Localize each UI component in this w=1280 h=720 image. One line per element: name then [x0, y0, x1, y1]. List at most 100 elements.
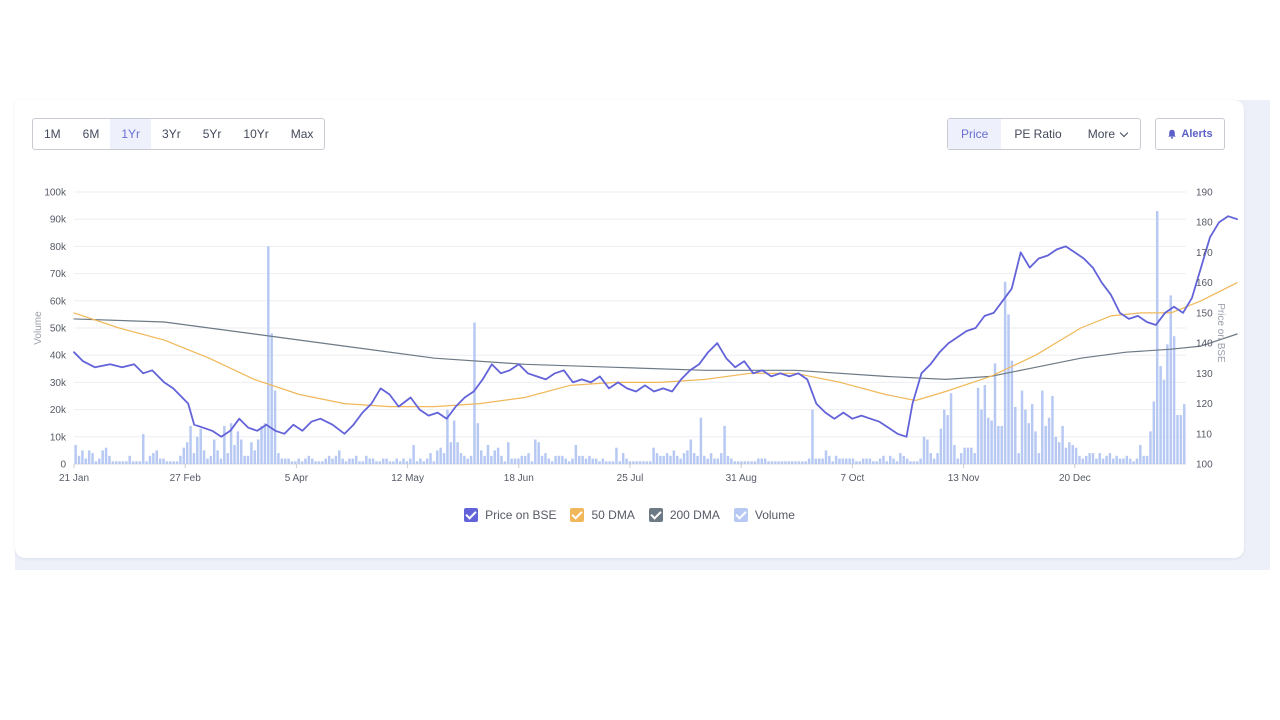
legend-item-volume[interactable]: Volume	[733, 508, 795, 522]
volume-bar	[348, 458, 351, 464]
volume-bar	[1078, 455, 1081, 464]
volume-bar	[686, 450, 689, 464]
volume-bar	[611, 461, 615, 464]
volume-bar	[226, 453, 229, 464]
legend-item-200dma[interactable]: 200 DMA	[648, 508, 720, 522]
x-tick-label: 21 Jan	[59, 473, 89, 484]
volume-bar	[824, 450, 828, 464]
volume-bar	[916, 461, 919, 464]
volume-bar	[351, 458, 355, 464]
volume-bar	[219, 458, 223, 464]
range-max-button[interactable]: Max	[290, 127, 314, 141]
volume-bar	[1024, 409, 1027, 464]
volume-bar	[314, 461, 317, 464]
volume-bar	[479, 450, 483, 464]
volume-bar	[385, 458, 388, 464]
volume-bar	[635, 461, 638, 464]
volume-bar	[1152, 401, 1156, 464]
volume-bar	[1105, 455, 1108, 464]
volume-bar	[202, 450, 206, 464]
volume-bar	[1149, 431, 1152, 464]
volume-bar	[797, 461, 801, 464]
volume-bar	[895, 461, 899, 464]
volume-bar	[395, 458, 398, 464]
volume-bar	[1118, 458, 1122, 464]
volume-bar	[1068, 442, 1071, 464]
volume-bar	[300, 461, 304, 464]
range-selector: 1M 6M 1Yr 3Yr 5Yr 10Yr Max	[32, 118, 326, 150]
volume-bar	[899, 453, 902, 464]
volume-bar	[169, 461, 172, 464]
volume-bar	[986, 417, 990, 464]
legend-item-price[interactable]: Price on BSE	[464, 508, 556, 522]
volume-bar	[287, 458, 290, 464]
volume-bar	[645, 461, 649, 464]
volume-bar	[723, 425, 726, 464]
range-10yr-button[interactable]: 10Yr	[243, 127, 269, 141]
alerts-label: Alerts	[1181, 128, 1213, 140]
volume-bar	[990, 420, 993, 464]
y-left-tick-label: 90k	[50, 215, 67, 226]
volume-bar	[882, 455, 885, 464]
volume-bar	[442, 453, 446, 464]
range-6m-button[interactable]: 6M	[82, 127, 100, 141]
volume-bar	[902, 455, 905, 464]
volume-bar	[294, 461, 297, 464]
range-1m-button[interactable]: 1M	[44, 127, 61, 141]
volume-bar	[584, 458, 588, 464]
volume-bar	[1122, 458, 1125, 464]
volume-bar	[804, 461, 807, 464]
volume-bar	[868, 458, 872, 464]
volume-bar	[828, 455, 831, 464]
volume-bar	[905, 458, 909, 464]
metric-pe-ratio-button[interactable]: PE Ratio	[1014, 127, 1062, 141]
volume-bar	[851, 458, 855, 464]
metric-price-button[interactable]: Price	[948, 119, 1002, 149]
more-dropdown-button[interactable]: More	[1075, 119, 1140, 149]
volume-bar	[331, 458, 334, 464]
y-right-tick-label: 120	[1196, 399, 1213, 410]
volume-bar	[1162, 379, 1166, 464]
series-lines	[73, 215, 1238, 438]
volume-bar	[1183, 404, 1186, 464]
volume-bar	[770, 461, 774, 464]
volume-bar	[412, 444, 415, 464]
volume-bar	[767, 461, 770, 464]
volume-bar	[926, 439, 929, 464]
volume-bar	[128, 455, 131, 464]
volume-bar	[780, 461, 784, 464]
volume-bar	[692, 453, 696, 464]
volume-bar	[229, 423, 233, 464]
volume-bar	[1007, 314, 1010, 464]
volume-bar	[858, 461, 862, 464]
alerts-button[interactable]: Alerts	[1155, 118, 1225, 150]
y-right-tick-label: 150	[1196, 308, 1213, 319]
volume-bar	[872, 461, 875, 464]
volume-bar	[246, 455, 250, 464]
volume-bar	[1017, 453, 1020, 464]
volume-bar	[199, 428, 202, 464]
volume-bar	[1085, 455, 1088, 464]
volume-bar	[936, 453, 939, 464]
volume-bar	[665, 453, 669, 464]
volume-bar	[709, 453, 713, 464]
volume-bar	[365, 455, 368, 464]
legend-item-50dma[interactable]: 50 DMA	[570, 508, 635, 522]
volume-bar	[598, 461, 601, 464]
x-tick-label: 27 Feb	[170, 473, 202, 484]
volume-bar	[1057, 442, 1061, 464]
range-5yr-button[interactable]: 5Yr	[202, 127, 222, 141]
volume-bar	[1064, 447, 1068, 464]
volume-bar	[1034, 431, 1037, 464]
volume-bar	[1176, 415, 1179, 464]
volume-bar	[801, 461, 804, 464]
volume-bar	[1155, 211, 1159, 464]
volume-bar	[1128, 458, 1132, 464]
volume-bar	[1172, 336, 1176, 464]
range-1yr-button[interactable]: 1Yr	[110, 119, 152, 149]
volume-bar	[223, 425, 226, 464]
bell-icon	[1168, 129, 1177, 139]
range-3yr-button[interactable]: 3Yr	[162, 127, 181, 141]
volume-bar	[550, 461, 554, 464]
volume-bar	[503, 461, 507, 464]
